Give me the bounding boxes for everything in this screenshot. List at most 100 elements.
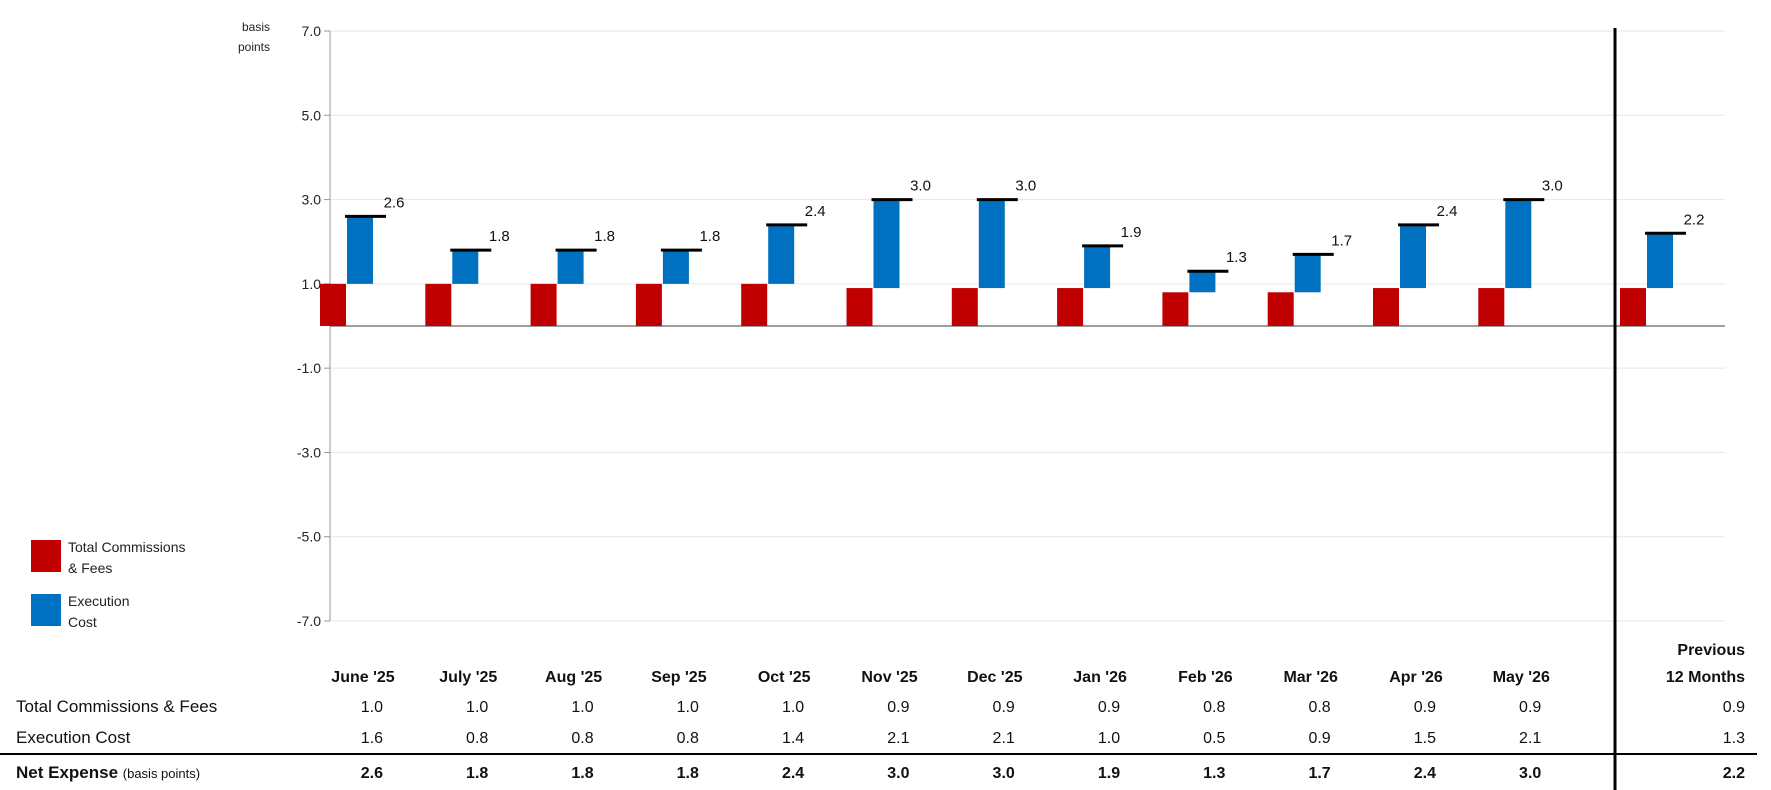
execution-bar [347,216,373,284]
category-label: Mar '26 [1283,669,1338,686]
y-unit-label: basis [242,20,270,34]
legend-label-execution: Execution [68,593,129,609]
net-row-cell: 2.4 [782,765,804,782]
execution-bar [662,250,689,284]
net-row-cell: 3.0 [887,765,909,782]
commissions-bar [1478,288,1505,326]
commissions-bar [1057,288,1084,326]
net-row-cell: 1.8 [571,765,593,782]
table-cell: 0.8 [466,730,488,747]
table-cell: 1.0 [1098,730,1120,747]
category-label: Oct '25 [758,669,811,686]
table-cell: 0.8 [1203,699,1225,716]
execution-bar [452,250,479,284]
net-data-label: 1.9 [1121,224,1142,241]
y-tick-label: -1.0 [297,360,321,376]
category-label: Sep '25 [651,669,706,686]
net-row-cell: 1.8 [677,765,699,782]
net-data-label: 1.3 [1226,249,1247,266]
table-cell: 1.0 [571,699,593,716]
net-row-cell: 1.9 [1098,765,1120,782]
table-cell-summary: 1.3 [1723,730,1745,747]
net-data-label: 2.4 [805,203,826,220]
legend-swatch-execution [31,594,61,626]
commissions-bar [530,283,557,326]
commissions-bar [425,283,452,326]
y-tick-label: -5.0 [297,529,321,545]
table-cell: 2.1 [887,730,909,747]
net-data-label: 3.0 [910,178,931,195]
execution-bar [557,250,584,284]
category-label: Aug '25 [545,669,602,686]
net-data-label: 3.0 [1015,178,1036,195]
net-row-cell: 2.6 [361,765,383,782]
table-cell-summary: 0.9 [1723,699,1745,716]
commissions-bar [846,288,873,326]
commissions-bar-summary [1620,288,1646,326]
table-cell: 0.9 [1414,699,1436,716]
net-data-label: 2.4 [1437,203,1458,220]
y-tick-label: -7.0 [297,613,321,629]
table-cell: 1.6 [361,730,383,747]
net-row-cell: 2.4 [1414,765,1436,782]
table-cell: 0.9 [1519,699,1541,716]
table-row-label: Total Commissions & Fees [16,697,217,716]
execution-bar [1189,271,1216,293]
table-cell: 0.9 [887,699,909,716]
execution-bar [768,224,795,284]
category-label: June '25 [331,669,394,686]
category-label: Feb '26 [1178,669,1233,686]
net-row-cell: 1.8 [466,765,488,782]
table-cell: 1.0 [677,699,699,716]
net-data-label: 3.0 [1542,178,1563,195]
commissions-bar [320,283,346,326]
net-row-sublabel: (basis points) [123,766,200,781]
commissions-bar [1267,292,1294,326]
category-label: Jan '26 [1073,669,1127,686]
table-cell: 0.9 [1098,699,1120,716]
y-tick-label: 7.0 [302,23,322,39]
net-data-label: 2.6 [384,194,405,211]
commissions-bar [635,283,662,326]
net-data-label: 1.8 [699,228,720,245]
table-cell: 2.1 [1519,730,1541,747]
net-data-label: 1.8 [594,228,615,245]
table-cell: 0.9 [993,699,1015,716]
summary-category-label: Previous [1677,642,1745,659]
table-cell: 1.5 [1414,730,1436,747]
net-data-label: 1.8 [489,228,510,245]
table-cell: 0.8 [1308,699,1330,716]
execution-bar [1400,224,1426,289]
net-data-label: 1.7 [1331,232,1352,249]
execution-bar-summary [1647,233,1673,289]
legend-label-commissions: Total Commissions [68,539,185,555]
net-row-cell: 1.7 [1308,765,1330,782]
table-cell: 0.8 [571,730,593,747]
table-cell: 0.8 [677,730,699,747]
net-data-label-summary: 2.2 [1684,211,1705,228]
legend-label-commissions: & Fees [68,560,112,576]
execution-bar [978,199,1005,289]
execution-bar [1505,199,1532,289]
net-row-cell: 3.0 [1519,765,1541,782]
category-label: Apr '26 [1389,669,1443,686]
legend-label-execution: Cost [68,614,97,630]
execution-bar [873,199,900,289]
commissions-bar [951,288,978,326]
commissions-bar [1162,292,1189,326]
table-cell: 1.4 [782,730,804,747]
y-tick-label: -3.0 [297,444,321,460]
table-cell: 0.9 [1308,730,1330,747]
execution-bar [1084,245,1111,289]
y-tick-label: 3.0 [302,192,322,208]
net-row-cell: 1.3 [1203,765,1225,782]
table-cell: 1.0 [361,699,383,716]
net-row-label-main: Net Expense [16,763,123,782]
table-cell: 1.0 [782,699,804,716]
category-label: May '26 [1493,669,1550,686]
commissions-bar [741,283,768,326]
y-tick-label: 1.0 [302,276,322,292]
y-unit-label: points [238,40,270,54]
execution-bar [1294,254,1321,293]
